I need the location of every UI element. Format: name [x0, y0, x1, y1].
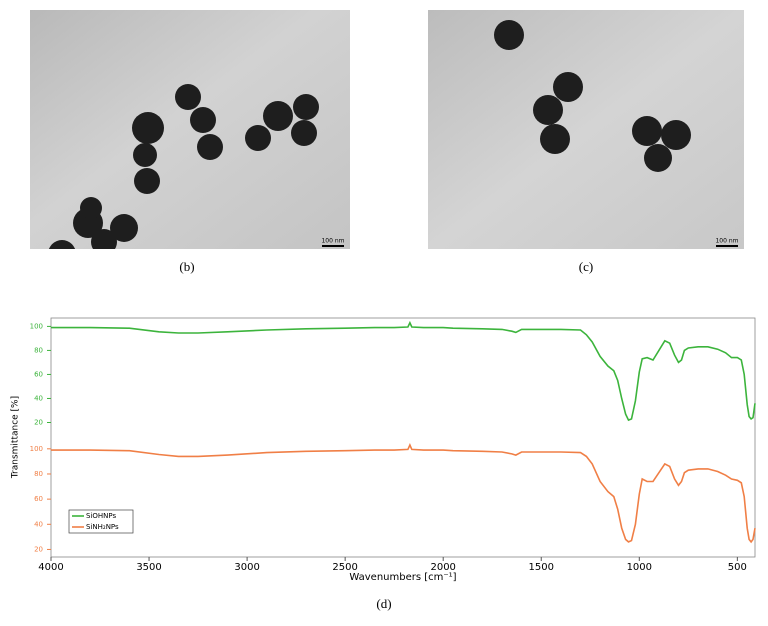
y-tick-label: 40 [34, 394, 43, 402]
legend-label: SiNH₂NPs [86, 523, 119, 531]
x-axis-title: Wavenumbers [cm⁻¹] [349, 572, 456, 583]
x-tick-label: 2000 [430, 562, 455, 573]
y-tick-label: 60 [34, 370, 43, 378]
x-tick-label: 1500 [529, 562, 554, 573]
y-tick-label: 100 [30, 445, 43, 453]
y-axis-title: Transmittance [%] [11, 396, 21, 479]
spectrum-line [51, 443, 756, 544]
scale-bar-label: 100 nm [715, 238, 738, 245]
y-tick-label: 100 [30, 322, 43, 330]
y-tick-label: 40 [34, 520, 43, 528]
tem-image-c [428, 10, 744, 249]
x-tick-label: 1000 [627, 562, 652, 573]
legend-label: SiOHNPs [86, 512, 116, 520]
panel-label: (c) [579, 259, 593, 274]
x-tick-label: 2500 [332, 562, 357, 573]
x-tick-label: 3500 [136, 562, 161, 573]
scale-bar-label: 100 nm [321, 238, 344, 245]
y-tick-label: 20 [34, 418, 43, 426]
y-tick-label: 80 [34, 346, 43, 354]
x-tick-label: 3000 [234, 562, 259, 573]
legend: SiOHNPs SiNH₂NPs [68, 509, 134, 534]
x-tick-label: 500 [728, 562, 747, 573]
y-tick-label: 80 [34, 470, 43, 478]
panel-label: (d) [376, 596, 391, 611]
y-tick-label: 20 [34, 545, 43, 553]
plot-frame [50, 317, 756, 558]
x-tick-label: 4000 [38, 562, 63, 573]
y-tick-label: 60 [34, 495, 43, 503]
spectrum-line [51, 320, 756, 422]
panel-label: (b) [179, 259, 194, 274]
tem-image-b [30, 10, 350, 249]
